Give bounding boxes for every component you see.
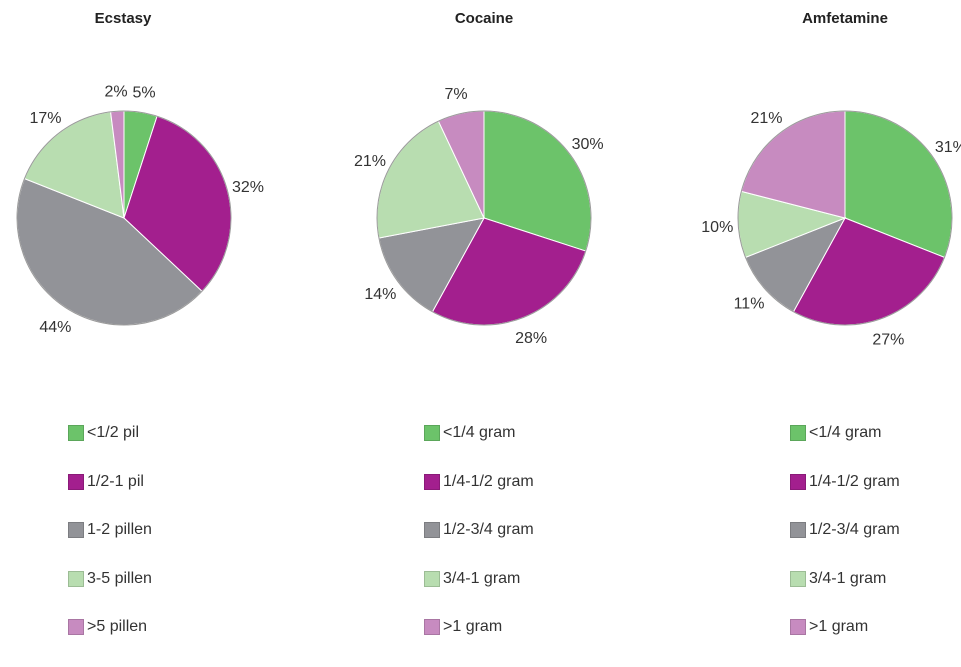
legend-swatch (790, 570, 806, 587)
legend-label: 1-2 pillen (87, 521, 152, 538)
data-label-ecstasy-3: 44% (39, 319, 71, 336)
legend-item: 3-5 pillen (68, 570, 152, 619)
legend-swatch (68, 570, 84, 587)
legend-label: <1/4 gram (809, 424, 882, 441)
chart-title-amfetamine: Amfetamine (802, 10, 888, 27)
data-label-cocaine-1: 30% (572, 136, 604, 153)
data-label-cocaine-3: 14% (364, 286, 396, 303)
chart-title-cocaine: Cocaine (454, 10, 514, 27)
legend-label: 1/4-1/2 gram (443, 472, 534, 490)
legend-item: 1/4-1/2 gram (424, 473, 534, 522)
legend-item: <1/4 gram (790, 424, 900, 473)
legend-label: 1/4-1/2 gram (809, 472, 900, 490)
legend-cocaine: <1/4 gram 1/4-1/2 gram 1/2-3/4 gram 3/4-… (424, 424, 534, 667)
legend-item: 1/2-3/4 gram (424, 521, 534, 570)
legend-item: 3/4-1 gram (790, 570, 900, 619)
legend-swatch (424, 619, 440, 635)
legend-item: <1/2 pil (68, 424, 152, 473)
legend-item: >1 gram (790, 618, 900, 667)
legend-item: 3/4-1 gram (424, 570, 534, 619)
legend-item: >1 gram (424, 618, 534, 667)
legend-swatch (790, 619, 806, 635)
legend-swatch (68, 619, 84, 635)
data-label-ecstasy-4: 17% (29, 110, 61, 127)
pie-outline-ecstasy (16, 110, 232, 326)
pie-outline-cocaine (376, 110, 592, 326)
data-label-amfetamine-5: 21% (750, 110, 782, 127)
legend-label: <1/4 gram (443, 424, 516, 441)
legend-label: 1/2-3/4 gram (443, 521, 534, 538)
legend-swatch (790, 522, 806, 538)
legend-label: 1/2-3/4 gram (809, 521, 900, 538)
chart-title-ecstasy: Ecstasy (94, 10, 152, 27)
legend-label: 3-5 pillen (87, 569, 152, 587)
data-label-amfetamine-2: 27% (872, 331, 904, 348)
legend-label: <1/2 pil (87, 424, 140, 441)
legend-swatch (424, 570, 440, 587)
legend-item: 1/2-3/4 gram (790, 521, 900, 570)
legend-item: 1-2 pillen (68, 521, 152, 570)
legend-amfetamine: <1/4 gram 1/4-1/2 gram 1/2-3/4 gram 3/4-… (790, 424, 900, 667)
data-label-cocaine-5: 7% (445, 86, 468, 103)
data-label-cocaine-2: 28% (515, 330, 547, 347)
data-label-cocaine-4: 21% (354, 153, 386, 170)
legend-swatch (790, 425, 806, 441)
legend-swatch (424, 522, 440, 538)
pie-charts: 5% 32% 44% 17% 2% 30% 28% 14% 21% 7% 31% 27% 11% 10% 2… (16, 83, 961, 348)
legend-label: 1/2-1 pil (87, 472, 144, 490)
legend-item: <1/4 gram (424, 424, 534, 473)
legend-item: 1/4-1/2 gram (790, 473, 900, 522)
legend-label: >1 gram (443, 618, 503, 635)
data-label-ecstasy-2: 32% (232, 179, 264, 196)
data-label-ecstasy-1: 5% (132, 85, 155, 102)
legend-swatch (68, 473, 84, 490)
data-label-amfetamine-1: 31% (935, 139, 961, 156)
legend-swatch (424, 473, 440, 490)
data-label-amfetamine-4: 10% (701, 219, 733, 236)
data-label-amfetamine-3: 11% (734, 296, 765, 313)
legend-item: 1/2-1 pil (68, 473, 152, 522)
legend-ecstasy: <1/2 pil 1/2-1 pil 1-2 pillen 3-5 pillen… (68, 424, 152, 667)
pie-outline-amfetamine (737, 110, 953, 326)
legend-swatch (424, 425, 440, 441)
legend-item: >5 pillen (68, 618, 152, 667)
data-label-ecstasy-5: 2% (104, 83, 127, 100)
legend-swatch (68, 522, 84, 538)
legend-label: 3/4-1 gram (809, 569, 887, 587)
legend-label: >5 pillen (87, 618, 148, 635)
legend-swatch (790, 473, 806, 490)
legend-label: 3/4-1 gram (443, 569, 521, 587)
legend-label: >1 gram (809, 618, 869, 635)
legend-swatch (68, 425, 84, 441)
